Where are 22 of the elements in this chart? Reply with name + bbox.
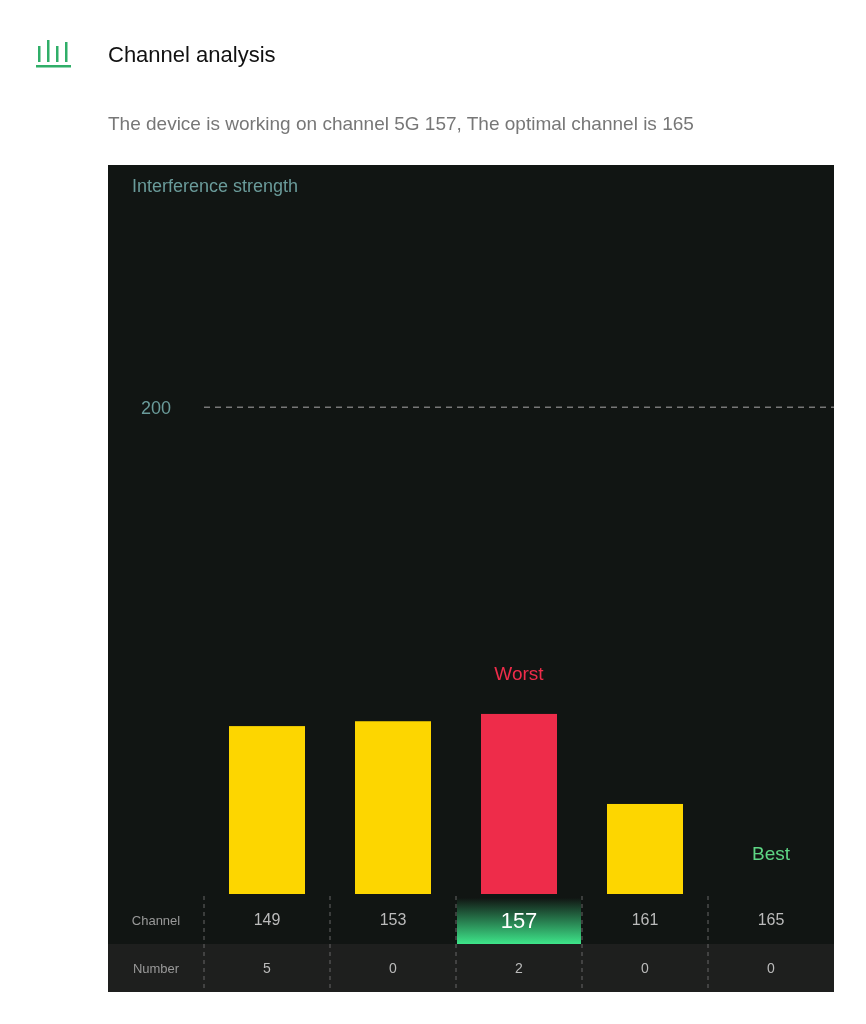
text: Number xyxy=(132,961,180,976)
text: 5 xyxy=(263,960,272,976)
text: 0 xyxy=(389,960,398,976)
x-tick-label: 157 xyxy=(500,908,538,933)
x-tick-label: 161 xyxy=(631,911,659,928)
y-tick-label: 200 xyxy=(140,398,172,419)
text: 0 xyxy=(767,960,776,976)
annotation: Worst xyxy=(494,662,545,684)
x-axis-title: Channel xyxy=(131,913,181,928)
x-tick-label: 165 xyxy=(757,911,785,928)
x-tick-label: 149 xyxy=(253,911,281,928)
annotation: Best xyxy=(751,843,791,864)
x-tick-label: 153 xyxy=(379,911,407,928)
annotation: Interference strength xyxy=(132,176,299,196)
bar xyxy=(481,713,557,894)
bar xyxy=(607,803,683,894)
bar xyxy=(355,721,431,894)
chart-subtitle: The device is working on channel 5G 157, The optimal channel is 165 xyxy=(108,113,694,134)
chart-title: Channel analysis xyxy=(108,42,276,67)
bar xyxy=(229,726,305,894)
text: 2 xyxy=(515,960,524,976)
text: 0 xyxy=(641,960,650,976)
